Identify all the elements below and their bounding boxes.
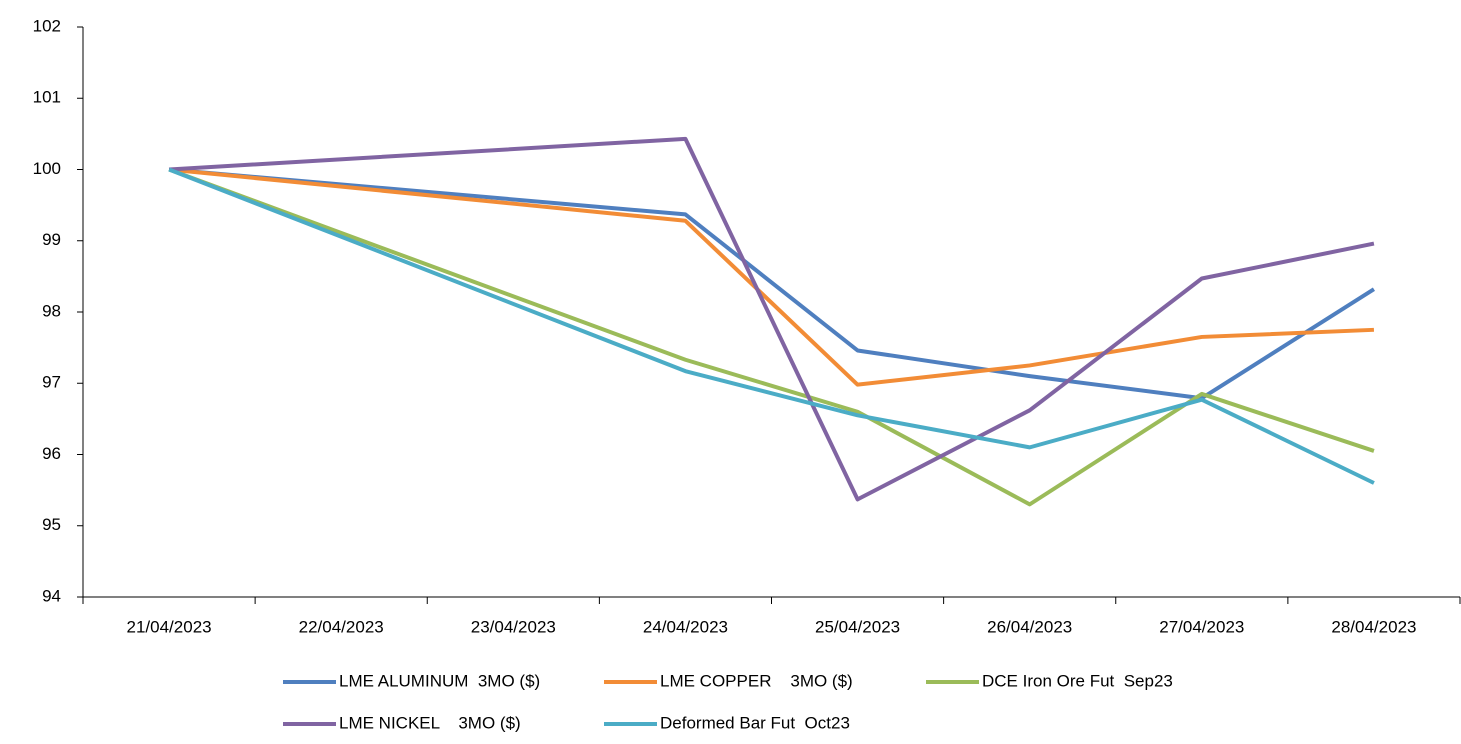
x-tick-label: 22/04/2023 <box>299 617 384 636</box>
series-line <box>168 167 1376 401</box>
y-tick-label: 94 <box>42 586 61 605</box>
y-tick-label: 101 <box>33 88 61 107</box>
x-tick-label: 21/04/2023 <box>127 617 212 636</box>
series-line <box>168 167 1375 485</box>
x-tick-label: 27/04/2023 <box>1159 617 1244 636</box>
legend-label: LME ALUMINUM 3MO ($) <box>339 671 540 690</box>
series-line <box>168 167 1375 507</box>
y-tick-label: 100 <box>33 159 61 178</box>
series-line <box>168 167 1375 387</box>
x-tick-label: 26/04/2023 <box>987 617 1072 636</box>
legend-label: Deformed Bar Fut Oct23 <box>660 713 850 732</box>
legend-label: DCE Iron Ore Fut Sep23 <box>982 671 1173 690</box>
series-line <box>168 136 1375 502</box>
y-tick-label: 95 <box>42 515 61 534</box>
x-tick-label: 24/04/2023 <box>643 617 728 636</box>
x-tick-label: 25/04/2023 <box>815 617 900 636</box>
x-tick-label: 28/04/2023 <box>1331 617 1416 636</box>
y-tick-label: 102 <box>33 16 61 35</box>
y-tick-label: 97 <box>42 373 61 392</box>
y-tick-label: 99 <box>42 230 61 249</box>
legend-label: LME NICKEL 3MO ($) <box>339 713 521 732</box>
y-tick-label: 98 <box>42 301 61 320</box>
x-tick-label: 23/04/2023 <box>471 617 556 636</box>
legend-label: LME COPPER 3MO ($) <box>660 671 853 690</box>
y-tick-label: 96 <box>42 444 61 463</box>
